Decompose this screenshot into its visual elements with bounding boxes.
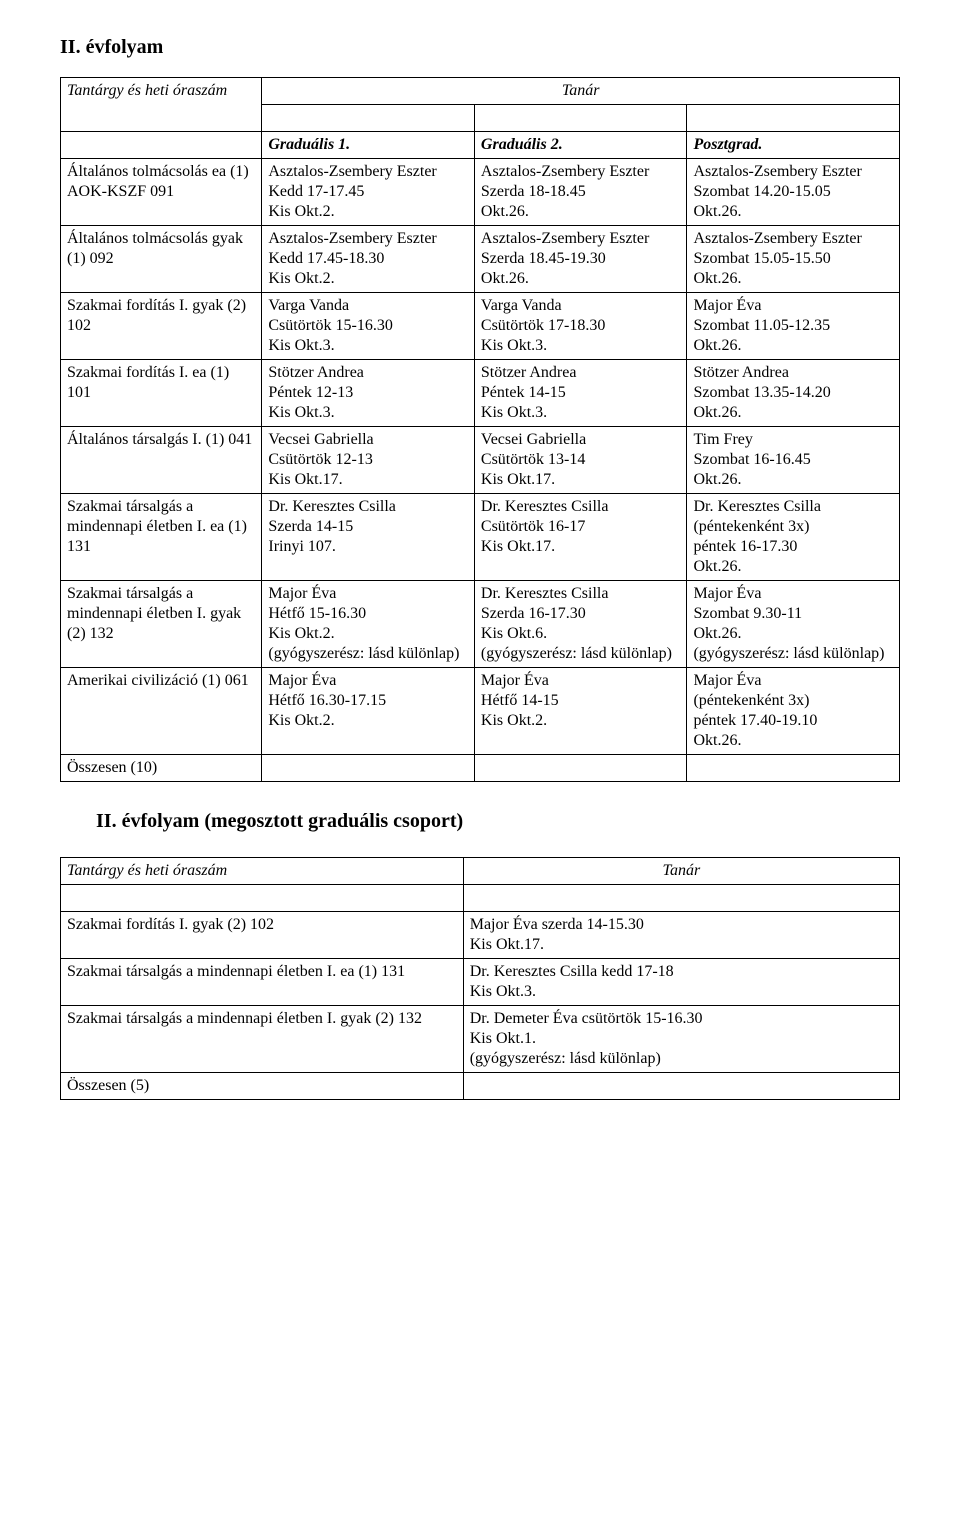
- header-g1: Graduális 1.: [262, 132, 475, 159]
- table-subheader-row: Graduális 1. Graduális 2. Posztgrad.: [61, 132, 900, 159]
- cell-pg: Asztalos-Zsembery EszterSzombat 14.20-15…: [687, 159, 900, 226]
- schedule-table-2: Tantárgy és heti óraszám Tanár Szakmai f…: [60, 857, 900, 1100]
- table-row: Szakmai társalgás a mindennapi életben I…: [61, 1006, 900, 1073]
- cell-subject: Általános tolmácsolás gyak (1) 092: [61, 226, 262, 293]
- cell-g1: Asztalos-Zsembery EszterKedd 17.45-18.30…: [262, 226, 475, 293]
- table2-gap: [61, 885, 900, 912]
- table2-header-row: Tantárgy és heti óraszám Tanár: [61, 858, 900, 885]
- cell-g2: Asztalos-Zsembery EszterSzerda 18.45-19.…: [474, 226, 687, 293]
- table-row: Szakmai fordítás I. gyak (2) 102Varga Va…: [61, 293, 900, 360]
- cell-g1: Stötzer AndreaPéntek 12-13Kis Okt.3.: [262, 360, 475, 427]
- header-subject: Tantárgy és heti óraszám: [61, 78, 262, 105]
- table-row: Szakmai társalgás a mindennapi életben I…: [61, 494, 900, 581]
- cell-tanar: Dr. Keresztes Csilla kedd 17-18Kis Okt.3…: [463, 959, 899, 1006]
- cell-subject: Amerikai civilizáció (1) 061: [61, 668, 262, 755]
- cell-pg: Stötzer AndreaSzombat 13.35-14.20Okt.26.: [687, 360, 900, 427]
- cell-subject: Szakmai fordítás I. gyak (2) 102: [61, 912, 464, 959]
- cell-g1: Vecsei GabriellaCsütörtök 12-13Kis Okt.1…: [262, 427, 475, 494]
- table2-total-row: Összesen (5): [61, 1073, 900, 1100]
- cell-g1: Varga VandaCsütörtök 15-16.30Kis Okt.3.: [262, 293, 475, 360]
- table-row: Általános társalgás I. (1) 041Vecsei Gab…: [61, 427, 900, 494]
- table2-header-tanar: Tanár: [463, 858, 899, 885]
- schedule-table-1: Tantárgy és heti óraszám Tanár Graduális…: [60, 77, 900, 782]
- table-row: Általános tolmácsolás ea (1) AOK-KSZF 09…: [61, 159, 900, 226]
- cell-subject: Általános tolmácsolás ea (1) AOK-KSZF 09…: [61, 159, 262, 226]
- table-row: Általános tolmácsolás gyak (1) 092Asztal…: [61, 226, 900, 293]
- table-header-gap: [61, 105, 900, 132]
- cell-g2: Vecsei GabriellaCsütörtök 13-14Kis Okt.1…: [474, 427, 687, 494]
- cell-subject: Szakmai társalgás a mindennapi életben I…: [61, 1006, 464, 1073]
- total-label: Összesen (10): [61, 755, 262, 782]
- table-header-row: Tantárgy és heti óraszám Tanár: [61, 78, 900, 105]
- table2-total-label: Összesen (5): [61, 1073, 464, 1100]
- cell-pg: Major Éva(péntekenként 3x)péntek 17.40-1…: [687, 668, 900, 755]
- cell-pg: Major ÉvaSzombat 11.05-12.35Okt.26.: [687, 293, 900, 360]
- cell-subject: Szakmai társalgás a mindennapi életben I…: [61, 494, 262, 581]
- heading-1: II. évfolyam: [60, 36, 900, 59]
- cell-g2: Varga VandaCsütörtök 17-18.30Kis Okt.3.: [474, 293, 687, 360]
- header-pg: Posztgrad.: [687, 132, 900, 159]
- cell-subject: Szakmai fordítás I. ea (1) 101: [61, 360, 262, 427]
- cell-g1: Major ÉvaHétfő 16.30-17.15Kis Okt.2.: [262, 668, 475, 755]
- heading-2: II. évfolyam (megosztott graduális csopo…: [96, 810, 900, 833]
- table-total-row: Összesen (10): [61, 755, 900, 782]
- cell-g2: Stötzer AndreaPéntek 14-15Kis Okt.3.: [474, 360, 687, 427]
- table2-header-subject: Tantárgy és heti óraszám: [61, 858, 464, 885]
- cell-tanar: Major Éva szerda 14-15.30Kis Okt.17.: [463, 912, 899, 959]
- cell-g1: Asztalos-Zsembery EszterKedd 17-17.45Kis…: [262, 159, 475, 226]
- cell-tanar: Dr. Demeter Éva csütörtök 15-16.30Kis Ok…: [463, 1006, 899, 1073]
- cell-g2: Dr. Keresztes CsillaCsütörtök 16-17Kis O…: [474, 494, 687, 581]
- table-row: Szakmai fordítás I. ea (1) 101Stötzer An…: [61, 360, 900, 427]
- cell-pg: Dr. Keresztes Csilla(péntekenként 3x)pén…: [687, 494, 900, 581]
- cell-pg: Tim FreySzombat 16-16.45Okt.26.: [687, 427, 900, 494]
- table-row: Szakmai társalgás a mindennapi életben I…: [61, 959, 900, 1006]
- document-page: II. évfolyam Tantárgy és heti óraszám Ta…: [0, 0, 960, 1140]
- cell-subject: Szakmai társalgás a mindennapi életben I…: [61, 959, 464, 1006]
- cell-g1: Dr. Keresztes CsillaSzerda 14-15Irinyi 1…: [262, 494, 475, 581]
- cell-pg: Major ÉvaSzombat 9.30-11Okt.26.(gyógysze…: [687, 581, 900, 668]
- cell-g2: Asztalos-Zsembery EszterSzerda 18-18.45O…: [474, 159, 687, 226]
- table-row: Amerikai civilizáció (1) 061Major ÉvaHét…: [61, 668, 900, 755]
- table-row: Szakmai társalgás a mindennapi életben I…: [61, 581, 900, 668]
- cell-pg: Asztalos-Zsembery EszterSzombat 15.05-15…: [687, 226, 900, 293]
- header-tanar: Tanár: [262, 78, 900, 105]
- cell-subject: Szakmai fordítás I. gyak (2) 102: [61, 293, 262, 360]
- cell-subject: Általános társalgás I. (1) 041: [61, 427, 262, 494]
- table-row: Szakmai fordítás I. gyak (2) 102Major Év…: [61, 912, 900, 959]
- cell-g2: Dr. Keresztes CsillaSzerda 16-17.30Kis O…: [474, 581, 687, 668]
- cell-g2: Major ÉvaHétfő 14-15Kis Okt.2.: [474, 668, 687, 755]
- header-g2: Graduális 2.: [474, 132, 687, 159]
- cell-g1: Major ÉvaHétfő 15-16.30Kis Okt.2.(gyógys…: [262, 581, 475, 668]
- cell-subject: Szakmai társalgás a mindennapi életben I…: [61, 581, 262, 668]
